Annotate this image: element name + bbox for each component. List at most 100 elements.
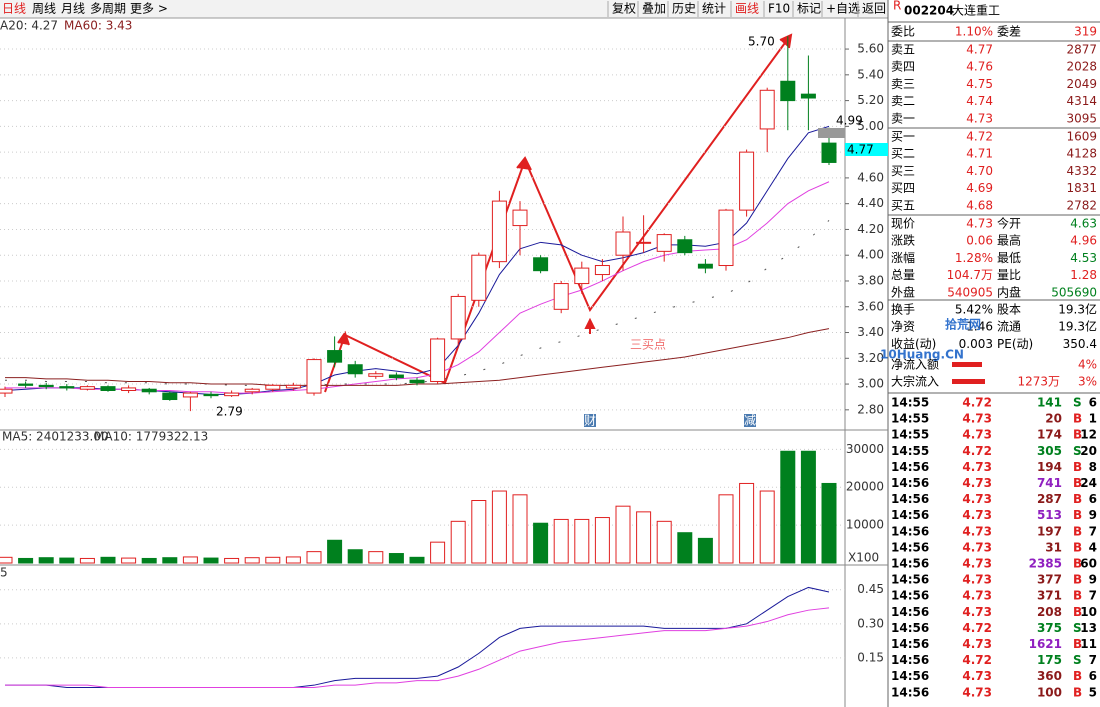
indicator-line: [5, 607, 830, 688]
volume-bar: [79, 557, 95, 564]
annotation: 5.70: [748, 35, 775, 49]
tab[interactable]: 更多 >: [130, 2, 168, 16]
annotation: 2.79: [216, 405, 243, 419]
count: 6: [1089, 396, 1097, 410]
volume: 2028: [1066, 60, 1097, 74]
count: 7: [1089, 524, 1097, 538]
label: 买五: [891, 198, 915, 212]
volume-bar: [18, 557, 34, 564]
tab[interactable]: 日线: [2, 2, 26, 16]
side: S: [1073, 621, 1082, 635]
time: 14:56: [891, 476, 929, 490]
value: 19.3亿: [1058, 319, 1097, 334]
candle-body: [574, 267, 590, 285]
volume-bar: [59, 557, 75, 564]
toolbar-button[interactable]: 标记: [797, 2, 821, 16]
candle-body: [739, 151, 755, 211]
side: B: [1073, 540, 1082, 554]
candle-body: [18, 383, 34, 386]
toolbar-button[interactable]: 返回: [862, 2, 886, 16]
candle-body: [491, 200, 507, 263]
volume-bar: [677, 532, 693, 564]
candle-body: [368, 373, 384, 377]
side: B: [1073, 573, 1082, 587]
volume: 20: [1045, 412, 1062, 426]
marker-box: [584, 414, 596, 427]
volume-bar: [491, 490, 507, 564]
volume: 31: [1045, 540, 1062, 554]
volume: 2385: [1029, 557, 1062, 571]
volume: 208: [1037, 605, 1062, 619]
label: 总量: [891, 268, 915, 282]
pct: 4%: [1078, 358, 1097, 372]
candle-body: [285, 384, 301, 389]
volume-bar: [533, 522, 549, 564]
y-tick-label: 3.80: [857, 273, 884, 287]
volume-bar: [100, 556, 116, 564]
volume-bar: [327, 539, 343, 564]
label: 买一: [891, 130, 915, 144]
volume-bar: [800, 450, 816, 564]
y-tick-label: 10000: [846, 518, 884, 532]
tab[interactable]: 周线: [32, 2, 56, 16]
marker: 财: [584, 414, 596, 428]
time: 14:55: [891, 444, 929, 458]
price: 4.73: [962, 589, 992, 603]
y-tick-label: 0.45: [857, 582, 884, 596]
toolbar-button[interactable]: F10: [768, 2, 790, 16]
tab[interactable]: 多周期: [90, 2, 126, 16]
price: 4.68: [966, 198, 993, 212]
ma-legend: MA60: 3.43: [64, 19, 132, 33]
volume-bar: [450, 520, 466, 564]
candle-body: [244, 388, 260, 393]
flow-bar: [952, 362, 982, 367]
toolbar-button[interactable]: 叠加: [642, 2, 666, 16]
label: 最低: [997, 251, 1021, 265]
price: 4.73: [962, 557, 992, 571]
candle-body: [759, 89, 775, 130]
price: 4.73: [962, 524, 992, 538]
count: 9: [1089, 508, 1097, 522]
volume: 2782: [1066, 198, 1097, 212]
toolbar-button[interactable]: +自选: [826, 2, 860, 16]
y-tick-label: 4.20: [857, 222, 884, 236]
tab[interactable]: 月线: [61, 2, 85, 16]
toolbar-button[interactable]: 画线: [735, 2, 759, 16]
volume-bar: [780, 450, 796, 564]
count: 60: [1080, 557, 1097, 571]
time: 14:56: [891, 653, 929, 667]
price: 4.73: [962, 460, 992, 474]
vol-legend: MA10: 1779322.13: [94, 430, 208, 444]
candle-body: [59, 386, 75, 389]
label: 卖四: [891, 60, 915, 74]
side: B: [1073, 557, 1082, 571]
volume: 513: [1037, 508, 1062, 522]
label: 最高: [997, 233, 1021, 248]
volume: 375: [1037, 621, 1062, 635]
toolbar-button[interactable]: 复权: [612, 2, 636, 16]
price-box: [818, 128, 845, 138]
toolbar-button[interactable]: 统计: [702, 2, 726, 16]
label: 净资: [891, 320, 915, 334]
current-price-box: [845, 143, 888, 156]
price: 4.69: [966, 181, 993, 195]
volume: 3095: [1066, 111, 1097, 125]
volume-bar: [718, 494, 734, 564]
value: 5.42%: [955, 303, 993, 317]
current-price: 4.77: [847, 143, 874, 157]
value: 4.53: [1070, 251, 1097, 265]
y-tick-label: 20000: [846, 480, 884, 494]
toolbar-button[interactable]: 历史: [672, 2, 696, 16]
volume-bar: [471, 500, 487, 564]
y-tick-label: 0.15: [857, 650, 884, 664]
volume-bar: [306, 551, 322, 564]
price: 4.72: [962, 653, 992, 667]
candle-body: [347, 364, 363, 375]
candle-body: [265, 384, 281, 390]
candle-body: [471, 254, 487, 301]
volume-bar: [203, 557, 219, 564]
y-tick-label: 2.80: [857, 402, 884, 416]
label: 买二: [891, 147, 915, 161]
value: 1.10%: [955, 25, 993, 39]
